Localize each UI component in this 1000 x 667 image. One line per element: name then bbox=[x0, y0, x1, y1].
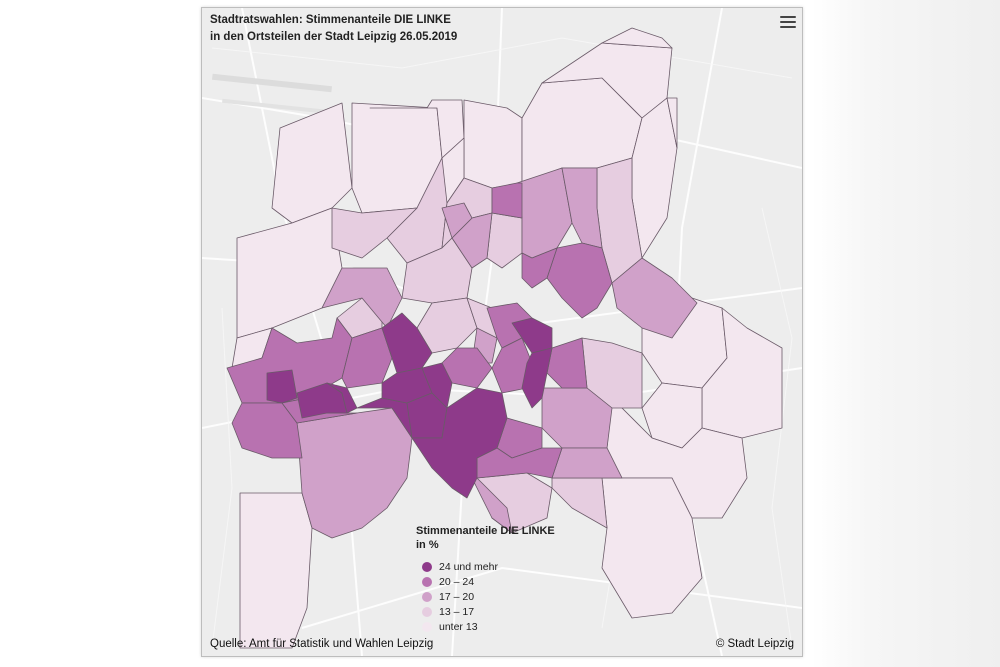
district-leipzig-west-1 bbox=[266, 369, 298, 404]
district-north-central-2 bbox=[331, 207, 418, 259]
district-south-east-2 bbox=[601, 477, 703, 619]
district-north-east-11 bbox=[491, 182, 523, 219]
legend-item[interactable]: 13 – 17 bbox=[422, 605, 555, 619]
legend-item[interactable]: 20 – 24 bbox=[422, 575, 555, 589]
district-north-east-9 bbox=[546, 242, 613, 319]
legend-swatch bbox=[422, 607, 432, 617]
district-north-3 bbox=[463, 99, 523, 189]
map-title: Stadtratswahlen: Stimmenanteile DIE LINK… bbox=[210, 12, 457, 46]
map-title-line-2: in den Ortsteilen der Stadt Leipzig 26.0… bbox=[210, 31, 458, 43]
district-north-east-3 bbox=[601, 27, 673, 49]
district-north-east-10 bbox=[521, 247, 558, 289]
choropleth-map[interactable] bbox=[202, 8, 802, 656]
district-leipzig-west-3 bbox=[326, 382, 358, 414]
legend-label: 13 – 17 bbox=[439, 606, 475, 618]
district-east-5 bbox=[611, 257, 698, 339]
legend-title: Stimmenanteile DIE LINKE in % bbox=[416, 524, 555, 552]
source-note: Quelle: Amt für Statistik und Wahlen Lei… bbox=[210, 638, 434, 650]
legend-swatch bbox=[422, 592, 432, 602]
copyright-note: © Stadt Leipzig bbox=[715, 638, 794, 650]
district-south-central-3 bbox=[411, 387, 508, 499]
district-east-8 bbox=[521, 347, 553, 409]
map-title-line-1: Stadtratswahlen: Stimmenanteile DIE LINK… bbox=[210, 14, 451, 26]
district-polygons bbox=[226, 27, 783, 649]
district-west-4 bbox=[321, 267, 403, 329]
legend-item[interactable]: 17 – 20 bbox=[422, 590, 555, 604]
legend-label: unter 13 bbox=[439, 621, 478, 633]
legend-items: 24 und mehr 20 – 24 17 – 20 13 – 17 unter 13 bbox=[422, 560, 555, 634]
legend-title-line-2: in % bbox=[416, 539, 439, 551]
district-centre-north bbox=[401, 237, 473, 304]
district-north-central-5 bbox=[441, 202, 473, 239]
district-centre-west-4 bbox=[421, 362, 453, 409]
district-south-3 bbox=[296, 407, 413, 539]
map-container[interactable]: Stadtratswahlen: Stimmenanteile DIE LINK… bbox=[201, 7, 803, 657]
legend-label: 24 und mehr bbox=[439, 561, 498, 573]
background-panel bbox=[812, 0, 1000, 667]
legend-item[interactable]: 24 und mehr bbox=[422, 560, 555, 574]
legend-swatch bbox=[422, 577, 432, 587]
legend-label: 17 – 20 bbox=[439, 591, 475, 603]
hamburger-menu-icon[interactable] bbox=[780, 16, 796, 29]
legend-title-line-1: Stimmenanteile DIE LINKE bbox=[416, 525, 555, 537]
legend-swatch bbox=[422, 622, 432, 632]
legend-label: 20 – 24 bbox=[439, 576, 475, 588]
map-legend: Stimmenanteile DIE LINKE in % 24 und meh… bbox=[416, 524, 555, 635]
district-south-6 bbox=[476, 447, 563, 479]
legend-item[interactable]: unter 13 bbox=[422, 620, 555, 634]
legend-swatch bbox=[422, 562, 432, 572]
district-north-2 bbox=[369, 99, 465, 159]
district-north-east-5 bbox=[666, 97, 678, 149]
district-centre-west-2 bbox=[381, 312, 433, 374]
